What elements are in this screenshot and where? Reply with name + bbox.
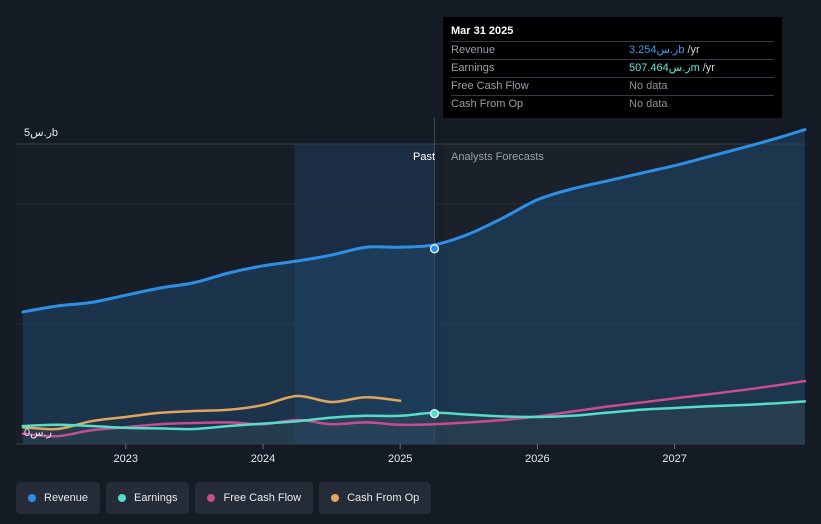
tooltip-row-cfo: Cash From Op No data [451, 95, 774, 113]
y-tick-label-top: 5ر.سb [24, 127, 58, 139]
series-line-earnings [21, 400, 807, 431]
tooltip: Mar 31 2025 Revenue 3.254ر.سb /yr Earnin… [443, 17, 782, 118]
tooltip-label: Earnings [451, 62, 495, 74]
legend-item-cash-from-op[interactable]: Cash From Op [319, 482, 432, 514]
legend-item-earnings[interactable]: Earnings [106, 482, 190, 514]
series-line-revenue [21, 128, 807, 314]
x-tick-label: 2027 [662, 453, 686, 465]
forecast-label: Analysts Forecasts [451, 151, 544, 163]
legend-dot-icon [118, 494, 127, 502]
highlight-region [294, 144, 435, 444]
past-label: Past [413, 151, 435, 163]
tooltip-row-earnings: Earnings 507.464ر.سm /yr [451, 59, 774, 77]
legend: Revenue Earnings Free Cash Flow Cash Fro… [16, 482, 432, 514]
legend-item-revenue[interactable]: Revenue [16, 482, 101, 514]
tooltip-label: Revenue [451, 44, 496, 56]
y-tick-label-bottom: 0ر.س [24, 427, 52, 439]
forecast-region [444, 144, 805, 444]
legend-label: Earnings [134, 492, 178, 504]
legend-dot-icon [207, 494, 216, 502]
legend-dot-icon [28, 494, 36, 502]
tooltip-row-fcf: Free Cash Flow No data [451, 77, 774, 95]
tooltip-value: No data [629, 80, 668, 92]
legend-label: Revenue [44, 492, 89, 504]
tooltip-label: Cash From Op [451, 98, 524, 110]
legend-dot-icon [331, 494, 340, 502]
x-tick-label: 2023 [114, 453, 138, 465]
tooltip-unit: /yr [687, 44, 700, 56]
legend-label: Cash From Op [347, 492, 420, 504]
legend-item-free-cash-flow[interactable]: Free Cash Flow [195, 482, 314, 514]
tooltip-value: No data [629, 98, 668, 110]
series-line-free-cash-flow [21, 379, 807, 438]
legend-label: Free Cash Flow [223, 492, 302, 504]
marker-revenue[interactable] [429, 244, 440, 254]
revenue-area [22, 129, 806, 444]
marker-earnings[interactable] [429, 408, 440, 419]
tooltip-unit: /yr [702, 62, 715, 74]
x-tick-label: 2024 [251, 453, 275, 465]
tooltip-value: 507.464ر.سm [629, 62, 700, 74]
tooltip-date: Mar 31 2025 [451, 25, 514, 37]
tooltip-value: 3.254ر.سb [629, 44, 685, 56]
x-tick-label: 2025 [388, 453, 412, 465]
series-line-cash-from-op [21, 394, 402, 431]
earnings-area [22, 401, 806, 444]
x-tick-label: 2026 [525, 453, 549, 465]
tooltip-label: Free Cash Flow [451, 80, 529, 92]
tooltip-row-revenue: Revenue 3.254ر.سb /yr [451, 41, 774, 59]
